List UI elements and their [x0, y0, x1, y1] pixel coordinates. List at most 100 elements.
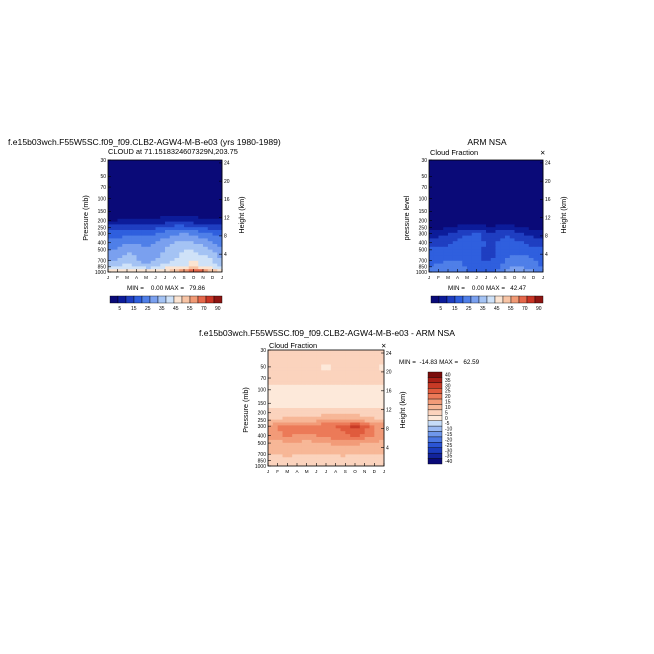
contour-cell [359, 379, 366, 383]
month-tick-label: M [465, 275, 469, 280]
pressure-tick-label: 250 [258, 418, 267, 424]
contour-cell [326, 381, 332, 386]
contour-cell [350, 390, 356, 394]
contour-cell [514, 224, 520, 228]
contour-cell [146, 252, 152, 256]
contour-cell [481, 185, 487, 189]
contour-cell [471, 188, 477, 192]
contour-cell [330, 373, 337, 377]
contour-cell [146, 230, 152, 234]
contour-cell [272, 355, 279, 360]
contour-cell [112, 204, 118, 208]
pressure-tick-label: 200 [98, 218, 107, 224]
contour-cell [374, 399, 380, 403]
contour-cell [457, 190, 463, 194]
contour-cell [330, 355, 337, 360]
contour-cell [212, 188, 218, 192]
contour-cell [364, 408, 370, 412]
contour-cell [301, 393, 308, 397]
contour-cell [268, 463, 274, 467]
contour-cell [443, 204, 449, 208]
contour-cell [335, 367, 341, 371]
contour-cell [345, 463, 351, 467]
contour-cell [127, 230, 133, 234]
contour-cell [340, 370, 346, 374]
contour-cell [528, 224, 534, 228]
contour-cell [150, 199, 156, 203]
contour-cell [217, 202, 223, 206]
contour-cell [490, 204, 496, 208]
contour-cell [448, 179, 454, 183]
contour-cell [448, 193, 454, 197]
contour-cell [374, 422, 380, 426]
contour-cell [155, 246, 161, 250]
contour-cell [301, 448, 308, 452]
contour-cell [160, 266, 166, 270]
contour-cell [438, 252, 444, 256]
contour-cell [476, 171, 482, 175]
contour-cell [301, 367, 308, 371]
contour-cell [282, 451, 288, 455]
contour-cell [321, 463, 327, 467]
contour-cell [117, 176, 123, 180]
contour-cell [311, 402, 317, 406]
contour-cell [505, 174, 511, 178]
contour-cell [448, 210, 454, 214]
contour-cell [471, 230, 477, 234]
contour-cell [306, 405, 312, 409]
contour-cell [207, 266, 213, 270]
contour-cell [335, 384, 341, 389]
contour-cell [316, 376, 322, 380]
contour-cell [533, 224, 539, 228]
contour-cell [476, 196, 482, 200]
contour-cell [122, 232, 128, 236]
contour-cell [272, 381, 279, 386]
contour-cell [481, 204, 487, 208]
contour-cell [364, 439, 370, 444]
contour-cell [379, 361, 385, 365]
contour-cell [481, 221, 487, 225]
contour-cell [519, 196, 525, 200]
contour-cell [457, 218, 463, 222]
contour-cell [429, 162, 435, 166]
contour-cell [287, 434, 293, 438]
contour-cell [533, 185, 539, 189]
contour-cell [131, 263, 137, 267]
month-tick-label: M [144, 275, 148, 280]
contour-cell [112, 213, 118, 217]
contour-cell [429, 235, 435, 239]
contour-cell [355, 445, 361, 449]
contour-cell [277, 422, 283, 426]
contour-cell [330, 379, 337, 383]
contour-cell [350, 402, 356, 406]
contour-cell [193, 221, 199, 225]
contour-cell [438, 179, 444, 183]
contour-cell [297, 454, 303, 458]
contour-cell [146, 207, 152, 211]
contour-cell [277, 408, 283, 412]
contour-cell [519, 260, 525, 264]
contour-cell [122, 162, 128, 166]
pressure-tick-label: 100 [258, 388, 267, 394]
contour-cell [108, 266, 114, 270]
contour-cell [122, 266, 128, 270]
contour-cell [481, 241, 487, 245]
contour-cell [486, 213, 492, 217]
contour-cell [359, 402, 366, 406]
contour-cell [150, 227, 156, 231]
contour-cell [108, 190, 114, 194]
contour-cell [131, 174, 137, 178]
contour-cell [127, 221, 133, 225]
contour-cell [359, 445, 366, 449]
contour-cell [155, 160, 161, 164]
contour-cell [277, 439, 283, 444]
contour-cell [467, 232, 473, 236]
colorbar-box [189, 295, 199, 304]
contour-cell [326, 396, 332, 400]
contour-cell [282, 434, 288, 438]
contour-cell [316, 431, 322, 435]
contour-cell [476, 269, 482, 273]
contour-cell [374, 463, 380, 467]
contour-cell [443, 188, 449, 192]
contour-cell [471, 216, 477, 220]
